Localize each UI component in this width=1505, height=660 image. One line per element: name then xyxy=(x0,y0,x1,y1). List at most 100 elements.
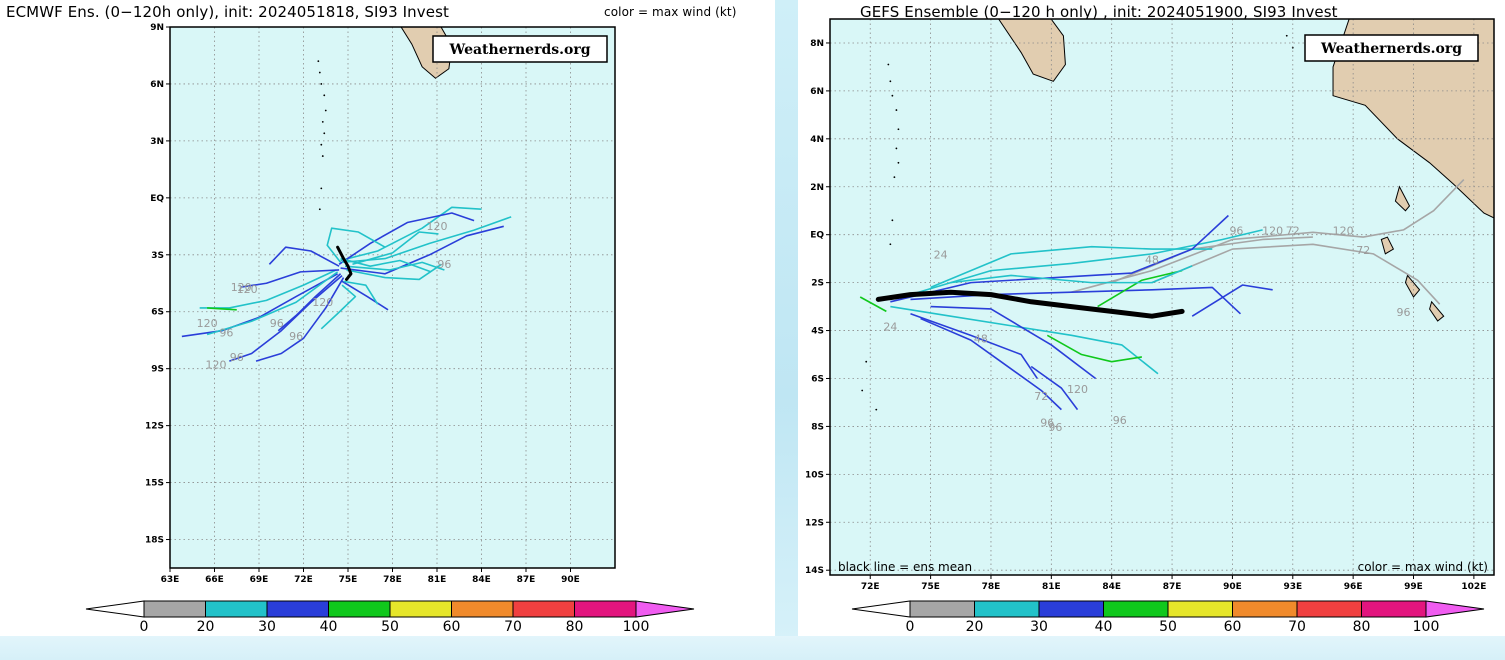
left-xtick-label: 87E xyxy=(517,575,536,585)
left-colorbar-label: 60 xyxy=(443,619,461,635)
right-color-note: color = max wind (kt) xyxy=(1358,560,1488,574)
right-colorbar-segment-5 xyxy=(1232,600,1298,618)
left-island-3 xyxy=(323,94,326,97)
left-colorbar-segment-2 xyxy=(266,600,329,618)
right-hour-label: 48 xyxy=(974,333,988,346)
left-island-9 xyxy=(320,187,323,190)
right-ytick-label: 8S xyxy=(811,422,824,432)
right-track-9 xyxy=(910,313,1038,379)
right-ytick-label: 14S xyxy=(805,566,824,576)
right-track-10 xyxy=(920,317,1062,411)
left-xtick-label: 84E xyxy=(472,575,491,585)
right-colorbar-label: 70 xyxy=(1288,619,1306,635)
left-xtick-label: 75E xyxy=(339,575,358,585)
right-island-7 xyxy=(893,176,896,179)
right-track-1 xyxy=(1151,243,1441,305)
right-hour-label: 72 xyxy=(1034,390,1048,403)
left-track-0 xyxy=(340,206,482,262)
right-track-4 xyxy=(910,229,1263,296)
right-island-12 xyxy=(875,408,878,411)
right-colorbar-segment-4 xyxy=(1167,600,1233,618)
left-ytick-label: 6N xyxy=(150,80,164,90)
right-colorbar-label: 40 xyxy=(1095,619,1113,635)
right-xtick-label: 75E xyxy=(921,582,940,592)
right-hour-label: 120 xyxy=(1333,225,1354,238)
background-strip xyxy=(0,636,1505,660)
right-colorbar-label: 100 xyxy=(1413,619,1440,635)
left-axes: 63E 66E 69E 72E 75E 78E 81E 84E 87E 90E 9N 6N 3N EQ 3S… xyxy=(145,23,580,585)
right-mean-track xyxy=(875,289,1185,319)
left-xtick-label: 78E xyxy=(383,575,402,585)
right-xtick-label: 90E xyxy=(1223,582,1242,592)
left-xtick-label: 81E xyxy=(428,575,447,585)
right-ytick-label: 2N xyxy=(810,183,824,193)
left-colorbar-label: 20 xyxy=(197,619,215,635)
left-hour-label: 120 xyxy=(427,220,448,233)
right-track-13 xyxy=(859,296,887,313)
right-colorbar-label: 0 xyxy=(906,619,915,635)
left-track-3 xyxy=(340,225,504,275)
left-track-4 xyxy=(344,261,445,271)
right-track-11 xyxy=(1046,334,1143,363)
left-colorbar-label: 80 xyxy=(566,619,584,635)
right-island-1 xyxy=(889,80,892,83)
right-hour-label: 120 xyxy=(1262,225,1283,238)
right-colorbar-label: 80 xyxy=(1353,619,1371,635)
left-track-18 xyxy=(320,284,357,330)
right-hour-label: 72 xyxy=(1356,244,1370,257)
left-colorbar-label: 30 xyxy=(258,619,276,635)
right-island-9 xyxy=(889,243,892,246)
right-track-16 xyxy=(1030,365,1079,411)
left-ytick-label: 9S xyxy=(151,365,164,375)
right-island-3 xyxy=(895,109,898,111)
right-track-5 xyxy=(890,214,1229,303)
right-island-0 xyxy=(887,63,890,66)
right-ytick-label: 4N xyxy=(810,135,824,145)
right-xtick-label: 72E xyxy=(861,582,880,592)
right-xtick-label: 84E xyxy=(1102,582,1121,592)
right-hour-label: 24 xyxy=(934,249,948,262)
right-hour-label: 120 xyxy=(1067,383,1088,396)
right-landmass-3 xyxy=(1380,236,1395,255)
right-island-11 xyxy=(861,389,864,392)
left-track-9 xyxy=(255,277,345,362)
left-hour-label: 120 xyxy=(205,359,226,372)
left-xtick-label: 66E xyxy=(205,575,224,585)
left-colorbar-label: 0 xyxy=(140,619,149,635)
right-hour-label: 48 xyxy=(1145,253,1159,266)
left-colorbar-segment-0 xyxy=(143,600,206,618)
right-colorbar-segment-1 xyxy=(974,600,1040,618)
right-colorbar-label: 60 xyxy=(1224,619,1242,635)
left-xtick-label: 72E xyxy=(294,575,313,585)
left-island-0 xyxy=(317,60,320,63)
right-landmass-5 xyxy=(1429,300,1445,322)
right-island-8 xyxy=(891,219,894,222)
right-landmass-4 xyxy=(1404,274,1421,298)
right-hour-label: 72 xyxy=(1286,225,1300,238)
right-ytick-label: 12S xyxy=(805,518,824,528)
left-track-19 xyxy=(343,280,379,305)
left-island-4 xyxy=(324,109,327,112)
right-colorbar-segment-0 xyxy=(909,600,975,618)
right-ytick-label: 10S xyxy=(805,470,824,480)
right-track-12 xyxy=(1097,269,1183,308)
left-hour-label: 120 xyxy=(237,283,258,296)
left-hour-label: 120 xyxy=(312,296,333,309)
right-xtick-label: 102E xyxy=(1461,582,1486,592)
left-track-16 xyxy=(352,231,439,266)
right-axes: 72E 75E 78E 81E 84E 87E 90E 93E 96E 99E 102E 8N 6N 4N… xyxy=(805,39,1486,592)
left-colorbar-segment-5 xyxy=(451,600,514,618)
right-island-6 xyxy=(897,161,900,164)
right-track-8 xyxy=(890,305,1159,375)
right-xtick-label: 99E xyxy=(1404,582,1423,592)
left-island-10 xyxy=(318,208,321,211)
left-colorbar-label: 40 xyxy=(320,619,338,635)
left-colorbar-segment-6 xyxy=(512,600,575,618)
left-ytick-label: 3S xyxy=(151,251,164,261)
left-colorbar-segment-7 xyxy=(574,600,637,618)
left-colorbar-label: 50 xyxy=(381,619,399,635)
left-ytick-label: 15S xyxy=(145,479,164,489)
left-ytick-label: 9N xyxy=(150,23,164,33)
right-island-5 xyxy=(895,147,898,150)
